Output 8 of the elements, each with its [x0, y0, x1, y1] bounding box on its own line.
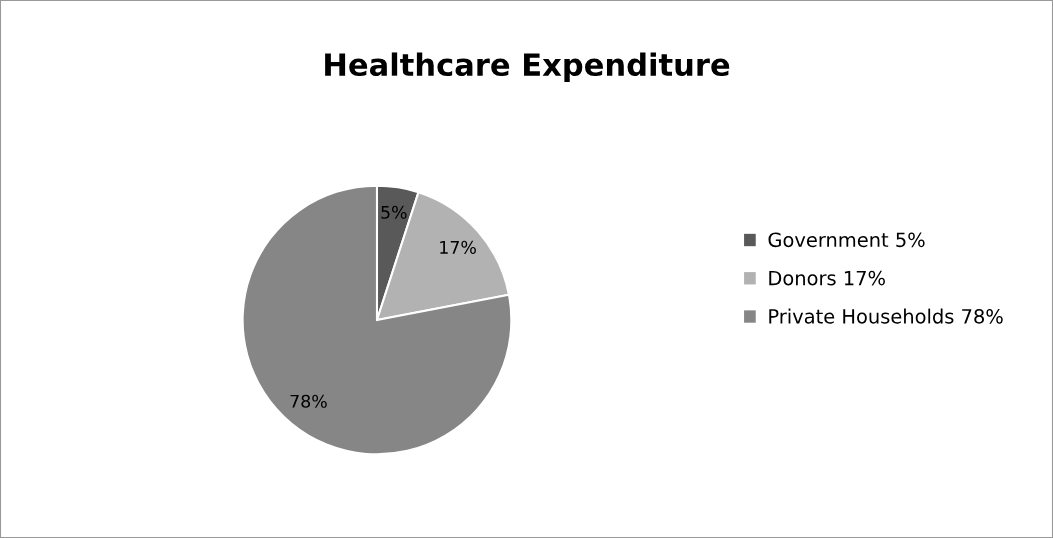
legend-label: Government 5% [768, 232, 925, 248]
legend-label: Donors 17% [769, 270, 885, 286]
data-label: 78% [290, 394, 327, 408]
legend-label: Private Households 78% [769, 308, 1003, 324]
pie-slice [241, 184, 513, 456]
data-label: 17% [440, 240, 476, 254]
chart-title: Healthcare Expenditure [325, 52, 730, 83]
data-label: 5% [381, 205, 407, 219]
